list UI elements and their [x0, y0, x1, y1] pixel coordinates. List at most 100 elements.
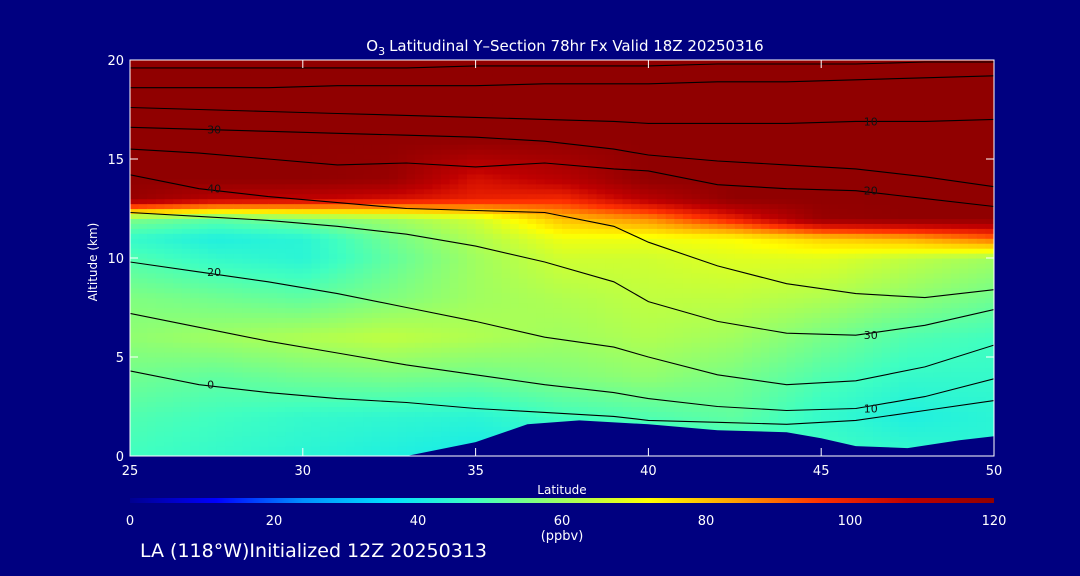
field-cell: [320, 292, 330, 299]
field-cell: [587, 183, 598, 190]
field-cell: [466, 248, 477, 254]
field-cell: [346, 272, 356, 279]
field-cell: [415, 386, 425, 393]
field-cell: [285, 144, 295, 150]
field-cell: [371, 322, 382, 328]
field-cell: [406, 307, 416, 314]
field-cell: [466, 233, 477, 239]
field-cell: [294, 119, 304, 125]
field-cell: [518, 213, 529, 219]
field-cell: [605, 228, 615, 234]
field-cell: [320, 114, 330, 120]
field-cell: [130, 79, 140, 86]
field-cell: [225, 109, 235, 116]
field-cell: [371, 337, 382, 343]
field-cell: [354, 253, 364, 259]
field-cell: [207, 134, 217, 140]
field-cell: [657, 60, 667, 66]
field-cell: [553, 371, 563, 378]
field-cell: [164, 302, 174, 309]
field-cell: [622, 178, 632, 185]
field-cell: [536, 312, 546, 318]
field-cell: [380, 253, 390, 259]
field-cell: [276, 376, 287, 383]
field-cell: [562, 183, 572, 190]
field-cell: [544, 208, 554, 215]
field-cell: [225, 416, 235, 422]
field-cell: [181, 119, 192, 125]
field-cell: [250, 203, 261, 210]
field-cell: [181, 431, 192, 437]
field-cell: [181, 208, 192, 215]
field-cell: [250, 144, 261, 150]
field-cell: [562, 233, 572, 239]
field-cell: [242, 411, 252, 417]
field-cell: [570, 322, 580, 328]
field-cell: [250, 411, 261, 417]
field-cell: [147, 317, 157, 323]
field-cell: [648, 297, 658, 304]
field-cell: [536, 109, 546, 116]
field-cell: [268, 451, 278, 456]
field-cell: [320, 89, 330, 96]
field-cell: [199, 312, 209, 318]
field-cell: [484, 396, 494, 403]
field-cell: [173, 228, 183, 234]
field-cell: [527, 168, 537, 175]
field-cell: [259, 134, 269, 140]
field-cell: [553, 84, 563, 91]
field-cell: [441, 391, 451, 398]
field-cell: [138, 154, 148, 160]
field-cell: [639, 173, 649, 180]
field-cell: [432, 352, 442, 358]
field-cell: [181, 347, 192, 353]
field-cell: [354, 84, 364, 91]
field-cell: [302, 297, 313, 304]
field-cell: [570, 119, 580, 125]
field-cell: [406, 446, 416, 452]
field-cell: [510, 119, 520, 125]
field-cell: [501, 386, 511, 393]
field-cell: [285, 307, 295, 314]
field-cell: [276, 104, 287, 111]
field-cell: [233, 94, 243, 101]
field-cell: [130, 258, 140, 264]
field-cell: [328, 322, 338, 328]
field-cell: [613, 69, 624, 76]
field-cell: [596, 109, 606, 116]
field-cell: [199, 124, 209, 130]
field-cell: [415, 416, 425, 422]
field-cell: [562, 381, 572, 388]
field-cell: [363, 208, 373, 215]
field-cell: [199, 69, 209, 76]
field-cell: [346, 386, 356, 393]
field-cell: [587, 391, 598, 398]
field-cell: [130, 307, 140, 314]
field-cell: [328, 282, 338, 289]
field-cell: [423, 272, 433, 279]
field-cell: [354, 436, 364, 442]
field-cell: [527, 144, 537, 150]
field-cell: [363, 223, 373, 229]
field-cell: [605, 89, 615, 96]
field-cell: [415, 74, 425, 81]
field-cell: [441, 401, 451, 408]
field-cell: [181, 327, 192, 333]
field-cell: [199, 238, 209, 244]
field-cell: [207, 79, 217, 86]
field-cell: [328, 233, 338, 239]
field-cell: [294, 426, 304, 432]
field-cell: [130, 173, 140, 180]
field-cell: [570, 381, 580, 388]
field-cell: [155, 149, 166, 155]
field-cell: [587, 104, 598, 111]
field-cell: [320, 366, 330, 373]
field-cell: [648, 248, 658, 254]
field-cell: [466, 258, 477, 264]
field-cell: [311, 381, 321, 388]
field-cell: [294, 371, 304, 378]
field-cell: [622, 94, 632, 101]
field-cell: [449, 342, 459, 348]
field-cell: [622, 213, 632, 219]
field-cell: [371, 173, 382, 180]
